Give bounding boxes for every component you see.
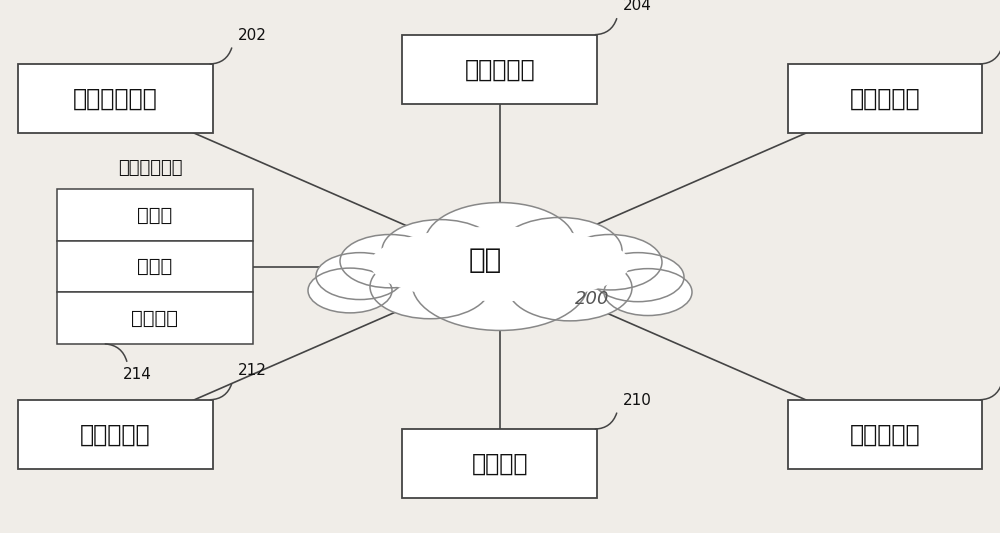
Text: 处理器: 处理器 — [137, 257, 173, 276]
Circle shape — [425, 203, 575, 282]
Text: 212: 212 — [238, 364, 266, 378]
FancyBboxPatch shape — [57, 241, 252, 292]
Text: 存储器: 存储器 — [137, 206, 173, 224]
FancyBboxPatch shape — [402, 35, 597, 104]
FancyBboxPatch shape — [402, 429, 597, 498]
Circle shape — [340, 235, 440, 288]
FancyBboxPatch shape — [18, 400, 213, 469]
FancyBboxPatch shape — [788, 64, 982, 133]
Circle shape — [592, 253, 684, 302]
Circle shape — [412, 237, 588, 330]
Text: 智能电话: 智能电话 — [472, 451, 528, 476]
FancyBboxPatch shape — [18, 64, 213, 133]
FancyBboxPatch shape — [57, 189, 252, 241]
Circle shape — [316, 253, 404, 300]
Text: 网络: 网络 — [468, 246, 502, 274]
Circle shape — [498, 217, 622, 284]
FancyBboxPatch shape — [57, 292, 252, 344]
Text: 204: 204 — [622, 0, 651, 13]
Text: 可穿戴装置: 可穿戴装置 — [850, 86, 920, 111]
Circle shape — [558, 235, 662, 290]
Circle shape — [604, 269, 692, 316]
Text: 因特网服务器: 因特网服务器 — [118, 159, 182, 177]
Text: 200: 200 — [575, 290, 610, 309]
Text: 台式计算机: 台式计算机 — [465, 57, 535, 82]
Circle shape — [382, 220, 498, 281]
Text: 202: 202 — [238, 28, 266, 43]
Text: 智能电视机: 智能电视机 — [850, 422, 920, 447]
Text: 210: 210 — [622, 393, 651, 408]
FancyBboxPatch shape — [788, 400, 982, 469]
Circle shape — [370, 255, 490, 319]
Text: 平板计算机: 平板计算机 — [80, 422, 150, 447]
Circle shape — [508, 255, 632, 321]
Text: 网络接口: 网络接口 — [132, 309, 178, 327]
Circle shape — [308, 268, 392, 313]
Text: 笔记本计算机: 笔记本计算机 — [73, 86, 157, 111]
Ellipse shape — [370, 227, 630, 301]
Text: 214: 214 — [122, 367, 151, 382]
